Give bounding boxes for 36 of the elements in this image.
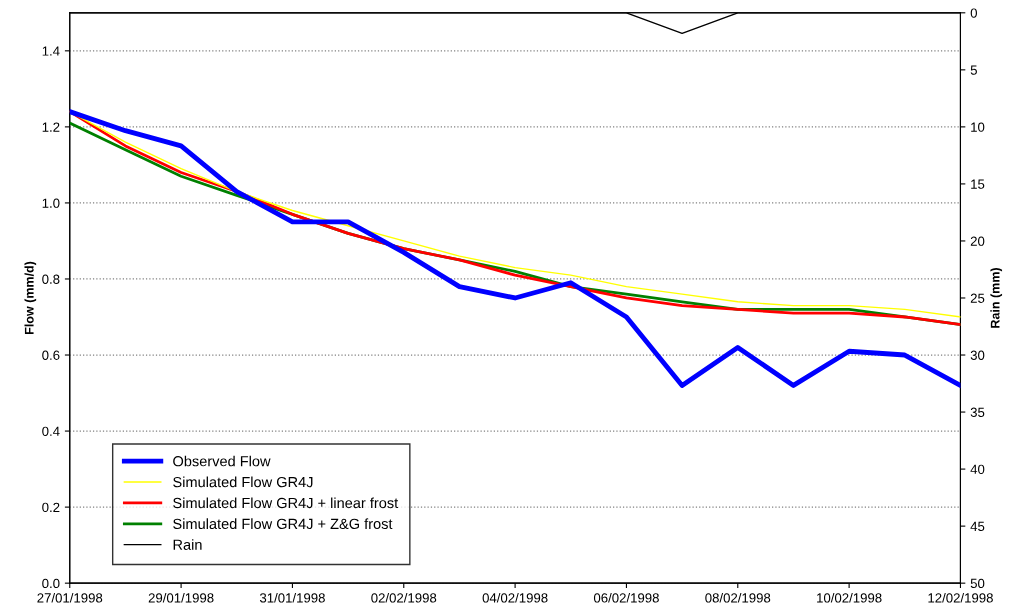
y-tick-label: 0.2 [42,502,60,513]
legend-label: Simulated Flow GR4J + Z&G frost [173,518,393,530]
y2-tick-label: 50 [970,578,985,589]
y-axis-title: Flow (mm/d) [24,261,37,334]
y2-tick-label: 45 [970,521,985,532]
y-tick-label: 0.4 [42,426,60,436]
y2-tick-label: 30 [970,350,985,360]
y-tick-label: 0.8 [42,274,60,284]
y2-tick-label: 10 [971,122,985,132]
y2-tick-label: 25 [970,293,985,303]
y2-tick-label: 5 [970,65,977,75]
x-tick-label: 29/01/1998 [148,592,214,603]
x-tick-label: 02/02/1998 [371,592,437,603]
legend-label: Simulated Flow GR4J + linear frost [173,497,399,509]
legend-label: Rain [173,539,202,550]
x-tick-label: 08/02/1998 [705,592,771,603]
x-tick-label: 06/02/1998 [593,592,659,603]
legend-label: Simulated Flow GR4J [173,476,313,488]
x-tick-label: 04/02/1998 [482,592,548,603]
x-tick-label: 31/01/1998 [259,592,325,603]
y2-tick-label: 0 [970,8,977,18]
y2-tick-label: 40 [970,464,985,474]
y2-tick-label: 35 [970,407,985,417]
line-series [69,109,961,388]
x-tick-label: 12/02/1998 [928,592,993,603]
y2-tick-label: 20 [970,236,985,246]
y2-axis-title: Rain (mm) [990,268,1003,328]
legend-label: Observed Flow [173,455,271,467]
y-tick-label: 1.0 [42,198,60,208]
x-tick-label: 10/02/1998 [817,592,882,603]
y2-tick-label: 15 [971,179,985,189]
y-tick-label: 1.2 [42,122,60,132]
y-tick-label: 0.6 [42,350,60,360]
x-tick-label: 27/01/1998 [37,592,103,603]
y-tick-label: 0.0 [42,578,60,589]
y-tick-label: 1.4 [42,46,60,56]
